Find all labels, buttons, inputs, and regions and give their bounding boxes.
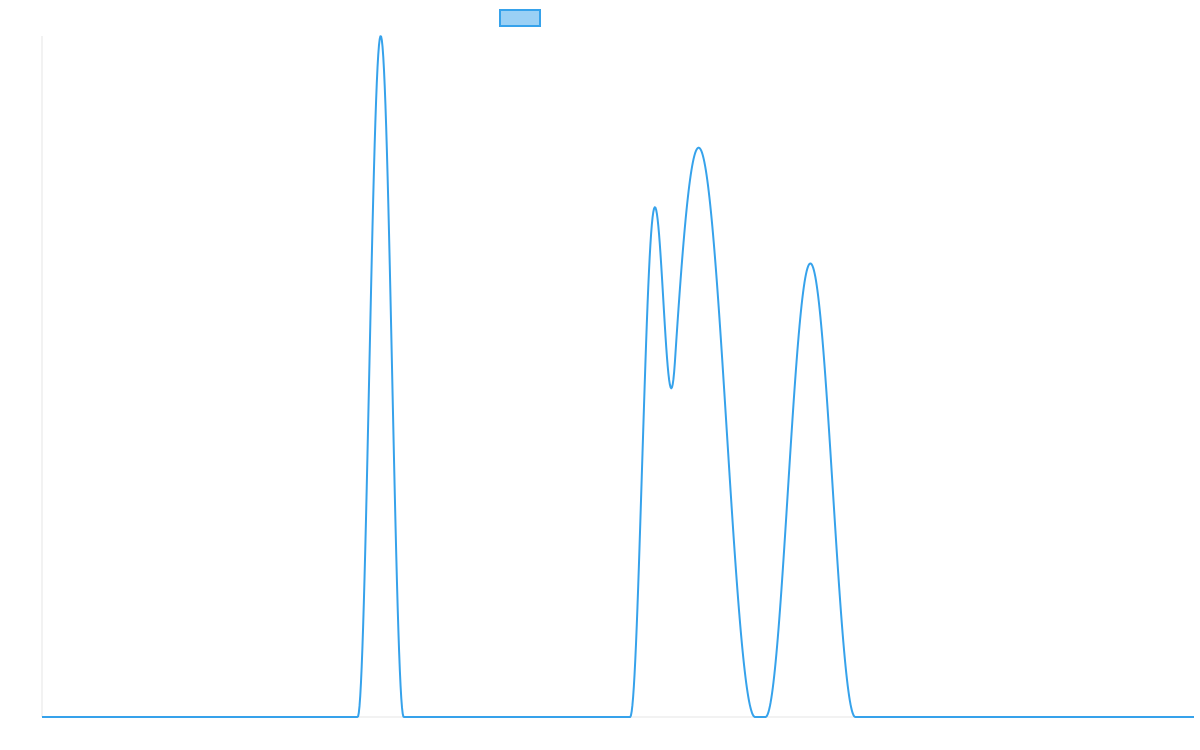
series-line	[41, 35, 1195, 718]
series-layer	[41, 35, 1195, 718]
axes	[41, 36, 1194, 718]
legend	[499, 9, 541, 27]
legend-swatch[interactable]	[499, 9, 541, 27]
